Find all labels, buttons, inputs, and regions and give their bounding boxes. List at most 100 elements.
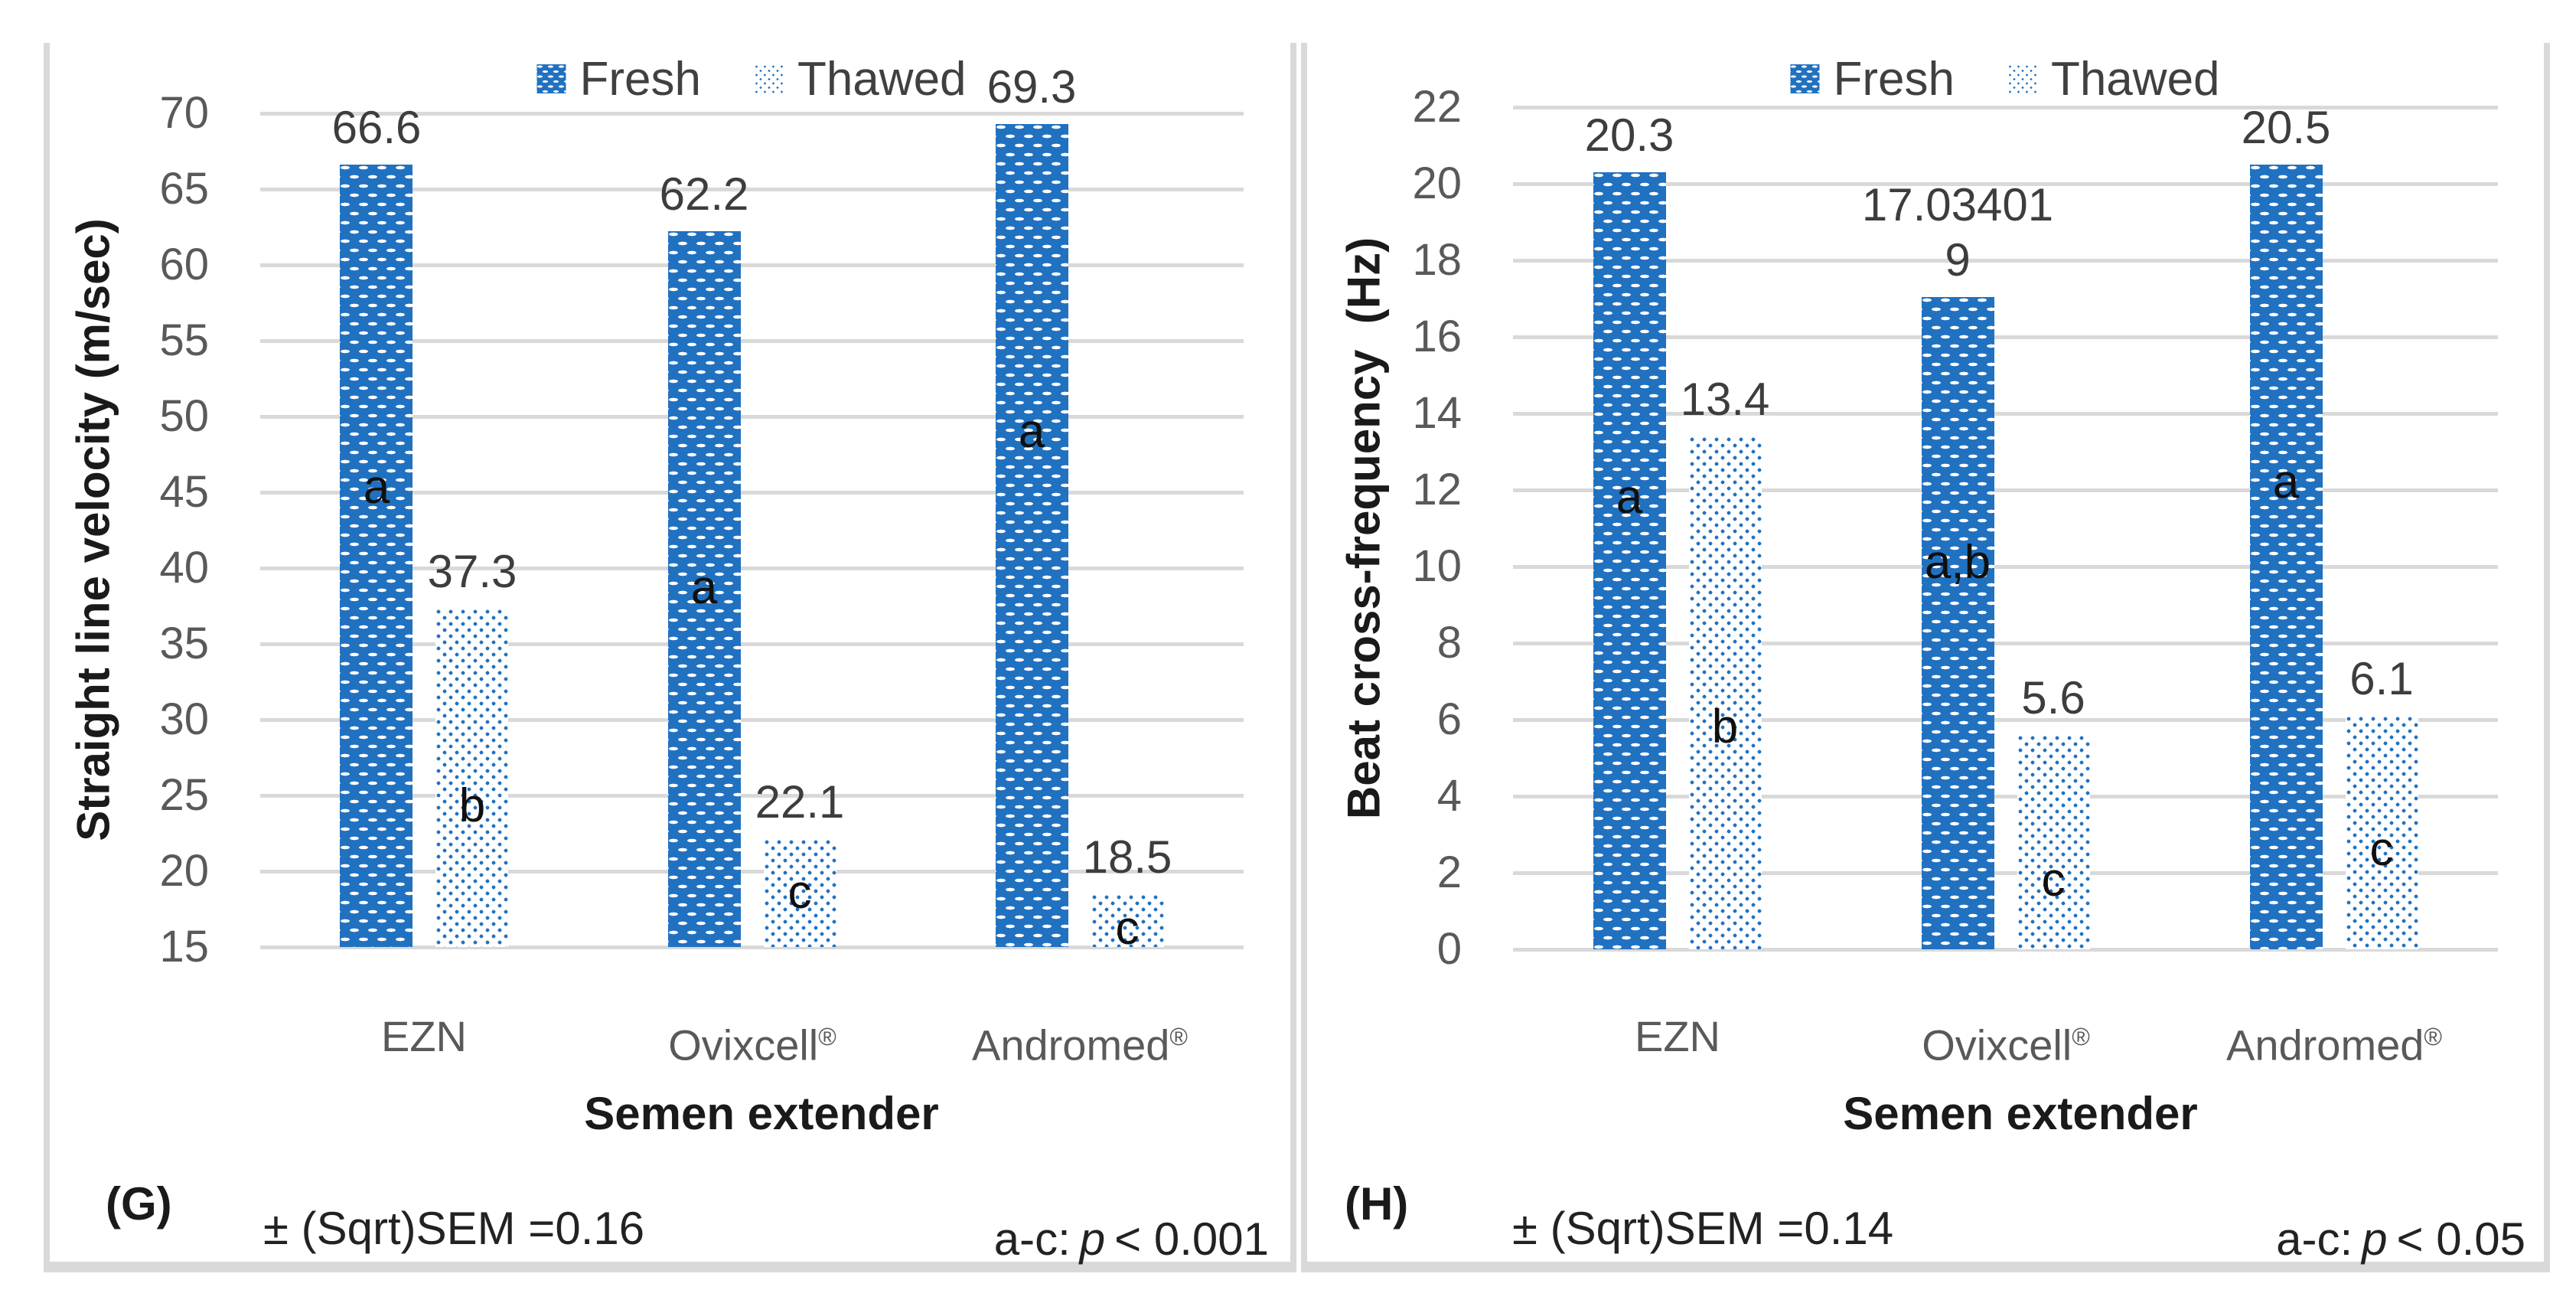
gridline <box>1513 335 2498 339</box>
bar-data-label: 18.5 <box>1082 831 1172 883</box>
significance-note: a-c: p < 0.05 <box>1990 1213 2525 1265</box>
category-label: EZN <box>1635 1012 1720 1060</box>
bar-thawed <box>2346 716 2418 949</box>
significance-note: a-c: p < 0.001 <box>733 1213 1269 1265</box>
gridline <box>260 567 1244 570</box>
bar-data-label: 66.6 <box>331 102 422 153</box>
y-tick-label: 40 <box>159 543 209 593</box>
legend: Fresh Thawed <box>536 52 967 106</box>
registered-mark: ® <box>1169 1023 1188 1050</box>
gridline <box>260 642 1244 646</box>
gridline <box>260 945 1244 949</box>
category-label: Andromed® <box>2226 1021 2442 1070</box>
y-tick-label: 14 <box>1412 388 1462 438</box>
bar-fresh <box>340 165 412 947</box>
bar-data-label: 13.4 <box>1680 374 1770 425</box>
y-tick-label: 50 <box>159 391 209 441</box>
sig-letter: c <box>2041 854 2066 906</box>
gridline <box>260 112 1244 116</box>
category-label: Andromed® <box>972 1021 1188 1070</box>
gridline <box>1513 488 2498 492</box>
gridline <box>260 794 1244 798</box>
bar-fresh <box>668 231 741 947</box>
gridline <box>260 718 1244 722</box>
sig-rest: < 0.05 <box>2396 1213 2526 1265</box>
legend-item-fresh: Fresh <box>536 52 701 106</box>
gridline <box>1513 106 2498 109</box>
y-tick-label: 4 <box>1436 771 1462 821</box>
legend: Fresh Thawed <box>1790 52 2220 106</box>
sig-p-italic: p <box>2362 1213 2388 1265</box>
x-axis-title: Semen extender <box>584 1088 939 1139</box>
bar-thawed <box>1091 894 1164 947</box>
sig-letter: a <box>690 561 718 614</box>
y-tick-label: 20 <box>159 846 209 896</box>
y-tick-label: 12 <box>1412 465 1462 514</box>
sig-p-italic: p <box>1079 1213 1106 1265</box>
sig-letter: c <box>1115 902 1140 955</box>
gridline <box>260 870 1244 874</box>
sig-prefix: a-c: <box>2276 1213 2353 1265</box>
sig-letter: a <box>363 461 390 514</box>
y-tick-label: 10 <box>1412 541 1462 591</box>
legend-label: Thawed <box>2050 52 2220 106</box>
gridline <box>1513 718 2498 722</box>
bar-data-label: 5.6 <box>2021 672 2085 723</box>
y-tick-label: 30 <box>159 694 209 744</box>
legend-label: Fresh <box>1833 52 1955 106</box>
bar-fresh <box>1593 172 1666 949</box>
sig-letter: a,b <box>1924 536 1991 589</box>
y-tick-label: 15 <box>159 922 209 972</box>
y-tick-label: 55 <box>159 315 209 365</box>
bar-data-label: 22.1 <box>755 776 845 828</box>
registered-mark: ® <box>818 1023 836 1050</box>
y-tick-label: 25 <box>159 770 209 820</box>
y-tick-label: 0 <box>1436 924 1462 974</box>
bar-fresh <box>996 124 1068 947</box>
gridline <box>1513 259 2498 263</box>
bar-fresh <box>2250 165 2323 949</box>
gridline <box>1513 412 2498 416</box>
fresh-pattern-swatch-icon <box>1790 64 1820 93</box>
sig-letter: c <box>787 866 812 919</box>
y-tick-label: 18 <box>1412 235 1462 285</box>
legend-item-fresh: Fresh <box>1790 52 1955 106</box>
y-tick-label: 6 <box>1436 694 1462 744</box>
y-tick-label: 35 <box>159 619 209 668</box>
y-tick-label: 70 <box>159 88 209 138</box>
gridline <box>1513 565 2498 569</box>
sig-letter: a <box>1616 471 1643 524</box>
bar-data-label: 37.3 <box>427 546 517 597</box>
legend-label: Fresh <box>579 52 701 106</box>
legend-item-thawed: Thawed <box>754 52 967 106</box>
gridline <box>1513 948 2498 952</box>
fresh-pattern-swatch-icon <box>536 64 566 93</box>
bar-data-label: 17.03401 9 <box>1861 179 2054 286</box>
sig-letter: a <box>1018 405 1045 458</box>
y-tick-label: 65 <box>159 164 209 214</box>
bar-data-label: 69.3 <box>986 61 1077 113</box>
sem-note: ± (Sqrt)SEM =0.16 <box>263 1203 645 1254</box>
bar-data-label: 62.2 <box>659 168 749 220</box>
bar-data-label: 20.5 <box>2241 102 2331 153</box>
sig-letter: c <box>2369 823 2394 876</box>
gridline <box>1513 795 2498 798</box>
panel-frame-G <box>44 43 1296 1272</box>
registered-mark: ® <box>2424 1023 2442 1050</box>
y-tick-label: 2 <box>1436 847 1462 897</box>
gridline <box>260 491 1244 495</box>
category-label: Ovixcell® <box>668 1021 836 1070</box>
bar-fresh <box>1922 297 1994 949</box>
thawed-pattern-swatch-icon <box>2007 64 2037 93</box>
gridline <box>1513 642 2498 645</box>
legend-item-thawed: Thawed <box>2007 52 2220 106</box>
sig-prefix: a-c: <box>993 1213 1071 1265</box>
legend-label: Thawed <box>797 52 967 106</box>
sig-letter: b <box>1711 700 1739 753</box>
bar-thawed <box>435 609 508 947</box>
gridline <box>1513 871 2498 875</box>
bar-thawed <box>764 839 836 947</box>
panel-label: (G) <box>106 1178 172 1230</box>
x-axis-title: Semen extender <box>1843 1088 2198 1139</box>
bar-data-label: 6.1 <box>2349 653 2414 704</box>
